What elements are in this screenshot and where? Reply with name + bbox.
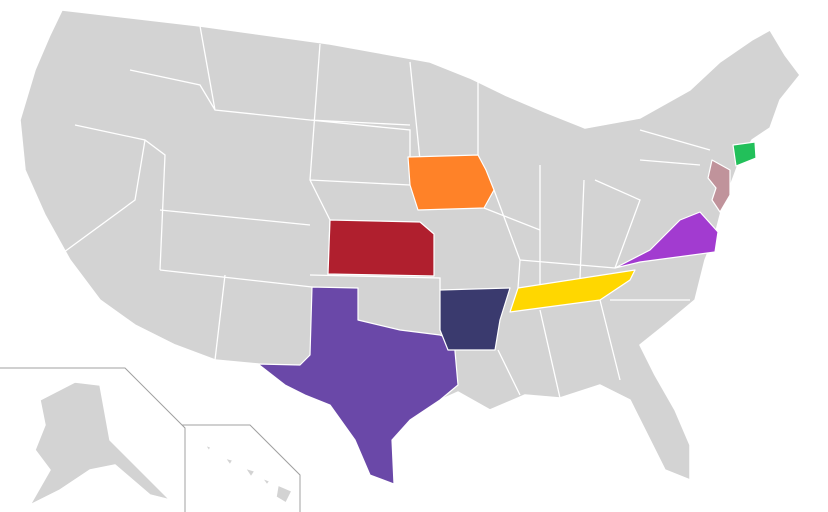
state-connecticut[interactable] <box>732 141 757 167</box>
hawaii <box>204 444 293 504</box>
state-iowa[interactable] <box>407 154 495 211</box>
state-arkansas[interactable] <box>439 287 511 351</box>
state-tennessee[interactable] <box>509 269 636 313</box>
alaska-inset <box>0 367 186 512</box>
state-virginia[interactable] <box>614 211 719 269</box>
state-borders <box>59 25 711 399</box>
alaska <box>29 381 171 506</box>
state-new-jersey[interactable] <box>707 159 731 213</box>
state-kansas[interactable] <box>327 219 435 277</box>
hawaii-inset <box>182 424 301 512</box>
highlighted-states <box>257 141 757 485</box>
state-texas[interactable] <box>257 286 459 485</box>
